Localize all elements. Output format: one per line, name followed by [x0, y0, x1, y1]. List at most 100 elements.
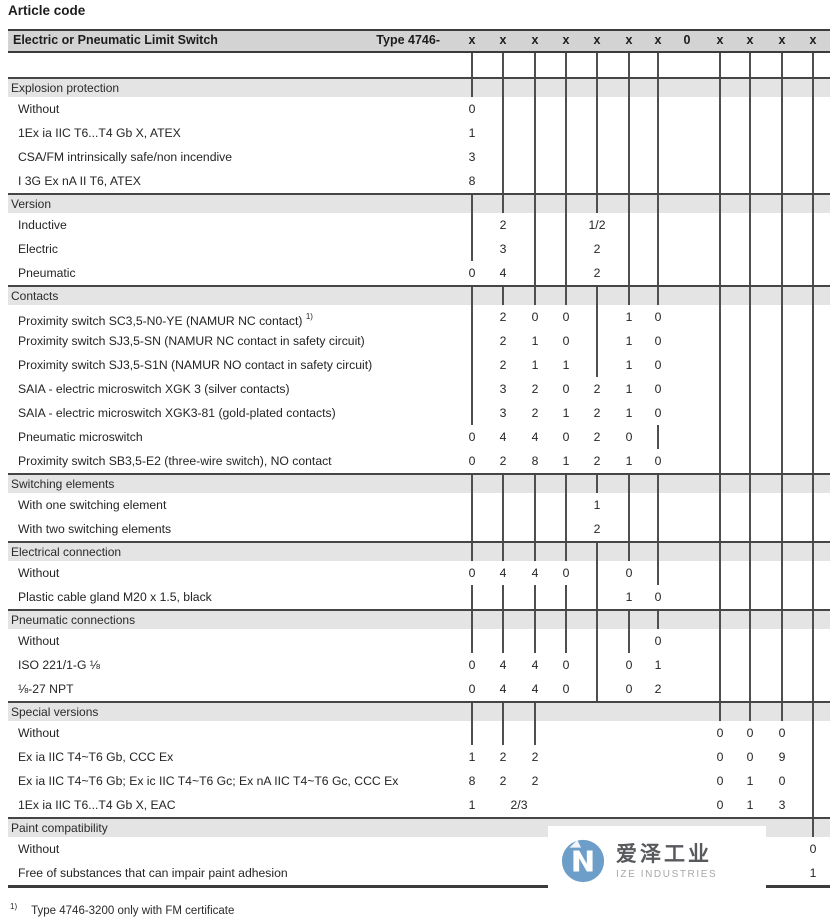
column-line — [471, 703, 473, 721]
column-line — [471, 475, 473, 493]
row-label: SAIA - electric microswitch XGK 3 (silve… — [18, 377, 290, 401]
column-line — [749, 425, 751, 449]
column-line — [502, 169, 504, 193]
column-line — [719, 353, 721, 377]
code-digit: 1 — [589, 493, 605, 517]
column-line — [565, 121, 567, 145]
column-line — [719, 653, 721, 677]
code-digit: 0 — [774, 721, 790, 745]
column-line — [812, 449, 814, 473]
row-label-text: 1Ex ia IIC T6...T4 Gb X, ATEX — [18, 126, 181, 140]
table-row: Without 0 — [8, 837, 830, 861]
column-line — [749, 121, 751, 145]
column-line — [596, 543, 598, 561]
row-label-text: Pneumatic — [18, 266, 76, 280]
row-label-text: Pneumatic microswitch — [18, 430, 143, 444]
code-digit: 3 — [495, 377, 511, 401]
column-line — [628, 97, 630, 121]
code-digit: 0 — [650, 449, 666, 473]
row-label: Without — [18, 721, 59, 745]
table-row: 1Ex ia IIC T6...T4 Gb X, EAC 1 0 1 3 2/3 — [8, 793, 830, 817]
row-label: SAIA - electric microswitch XGK3-81 (gol… — [18, 401, 336, 425]
column-line — [502, 629, 504, 653]
table-row: ⅛-27 NPT 0 4 4 0 0 2 — [8, 677, 830, 701]
column-line — [534, 195, 536, 213]
code-digit: 0 — [527, 305, 543, 329]
column-line — [534, 213, 536, 237]
column-line — [596, 585, 598, 609]
column-line — [719, 145, 721, 169]
column-line — [812, 793, 814, 817]
column-line — [565, 585, 567, 609]
column-line — [502, 195, 504, 213]
code-digit: 1 — [621, 449, 637, 473]
section-bar: Version — [8, 193, 830, 213]
code-digit: 2 — [589, 401, 605, 425]
column-line — [657, 169, 659, 193]
table-header-bar: Electric or Pneumatic Limit Switch Type … — [8, 29, 830, 53]
column-line — [719, 79, 721, 97]
column-line — [471, 493, 473, 517]
column-line — [534, 79, 536, 97]
column-line — [565, 475, 567, 493]
section-title: Pneumatic connections — [11, 613, 136, 627]
code-digit: 0 — [464, 561, 480, 585]
code-digit: 2/3 — [506, 793, 532, 817]
column-line — [749, 237, 751, 261]
code-digit: 4 — [495, 261, 511, 285]
row-label-text: Proximity switch SJ3,5-SN (NAMUR NC cont… — [18, 334, 365, 348]
section-bar: Electrical connection — [8, 541, 830, 561]
column-line — [812, 543, 814, 561]
column-line — [812, 237, 814, 261]
column-line — [719, 53, 721, 77]
column-line — [657, 425, 659, 449]
code-digit: 8 — [464, 169, 480, 193]
code-cell: x — [625, 33, 633, 47]
code-digit: 0 — [464, 653, 480, 677]
row-label: I 3G Ex nA II T6, ATEX — [18, 169, 141, 193]
row-label: Free of substances that can impair paint… — [18, 861, 288, 885]
row-label-text: Ex ia IIC T4~T6 Gb; Ex ic IIC T4~T6 Gc; … — [18, 774, 399, 788]
code-digit: 0 — [621, 653, 637, 677]
column-line — [657, 561, 659, 585]
column-line — [719, 329, 721, 353]
column-line — [812, 79, 814, 97]
section-title: Special versions — [11, 705, 99, 719]
column-line — [749, 401, 751, 425]
code-column-guides — [8, 53, 830, 77]
column-line — [657, 79, 659, 97]
column-line — [781, 703, 783, 721]
column-line — [596, 475, 598, 493]
column-line — [749, 145, 751, 169]
code-digit: 0 — [621, 561, 637, 585]
code-digit: 0 — [650, 401, 666, 425]
code-digit: 0 — [558, 653, 574, 677]
row-label-text: Proximity switch SJ3,5-S1N (NAMUR NO con… — [18, 358, 373, 372]
code-digit: 8 — [527, 449, 543, 473]
code-cell: x — [778, 33, 786, 47]
column-line — [749, 629, 751, 653]
column-line — [749, 169, 751, 193]
column-line — [596, 145, 598, 169]
column-line — [534, 169, 536, 193]
column-line — [781, 97, 783, 121]
column-line — [719, 475, 721, 493]
code-digit: 0 — [558, 677, 574, 701]
table-row: With one switching element 1 — [8, 493, 830, 517]
watermark-cjk: 爱泽工业 — [616, 842, 712, 866]
column-line — [812, 261, 814, 285]
code-digit: 0 — [621, 425, 637, 449]
code-digit: 2 — [495, 305, 511, 329]
column-line — [812, 425, 814, 449]
code-cell: x — [746, 33, 754, 47]
row-label-text: Proximity switch SB3,5-E2 (three-wire sw… — [18, 454, 332, 468]
table-row: Proximity switch SC3,5-N0-YE (NAMUR NC c… — [8, 305, 830, 329]
column-line — [812, 53, 814, 77]
column-line — [596, 79, 598, 97]
column-line — [534, 629, 536, 653]
row-label: Plastic cable gland M20 x 1.5, black — [18, 585, 212, 609]
column-line — [471, 401, 473, 425]
column-line — [719, 261, 721, 285]
column-line — [502, 53, 504, 77]
column-line — [657, 53, 659, 77]
